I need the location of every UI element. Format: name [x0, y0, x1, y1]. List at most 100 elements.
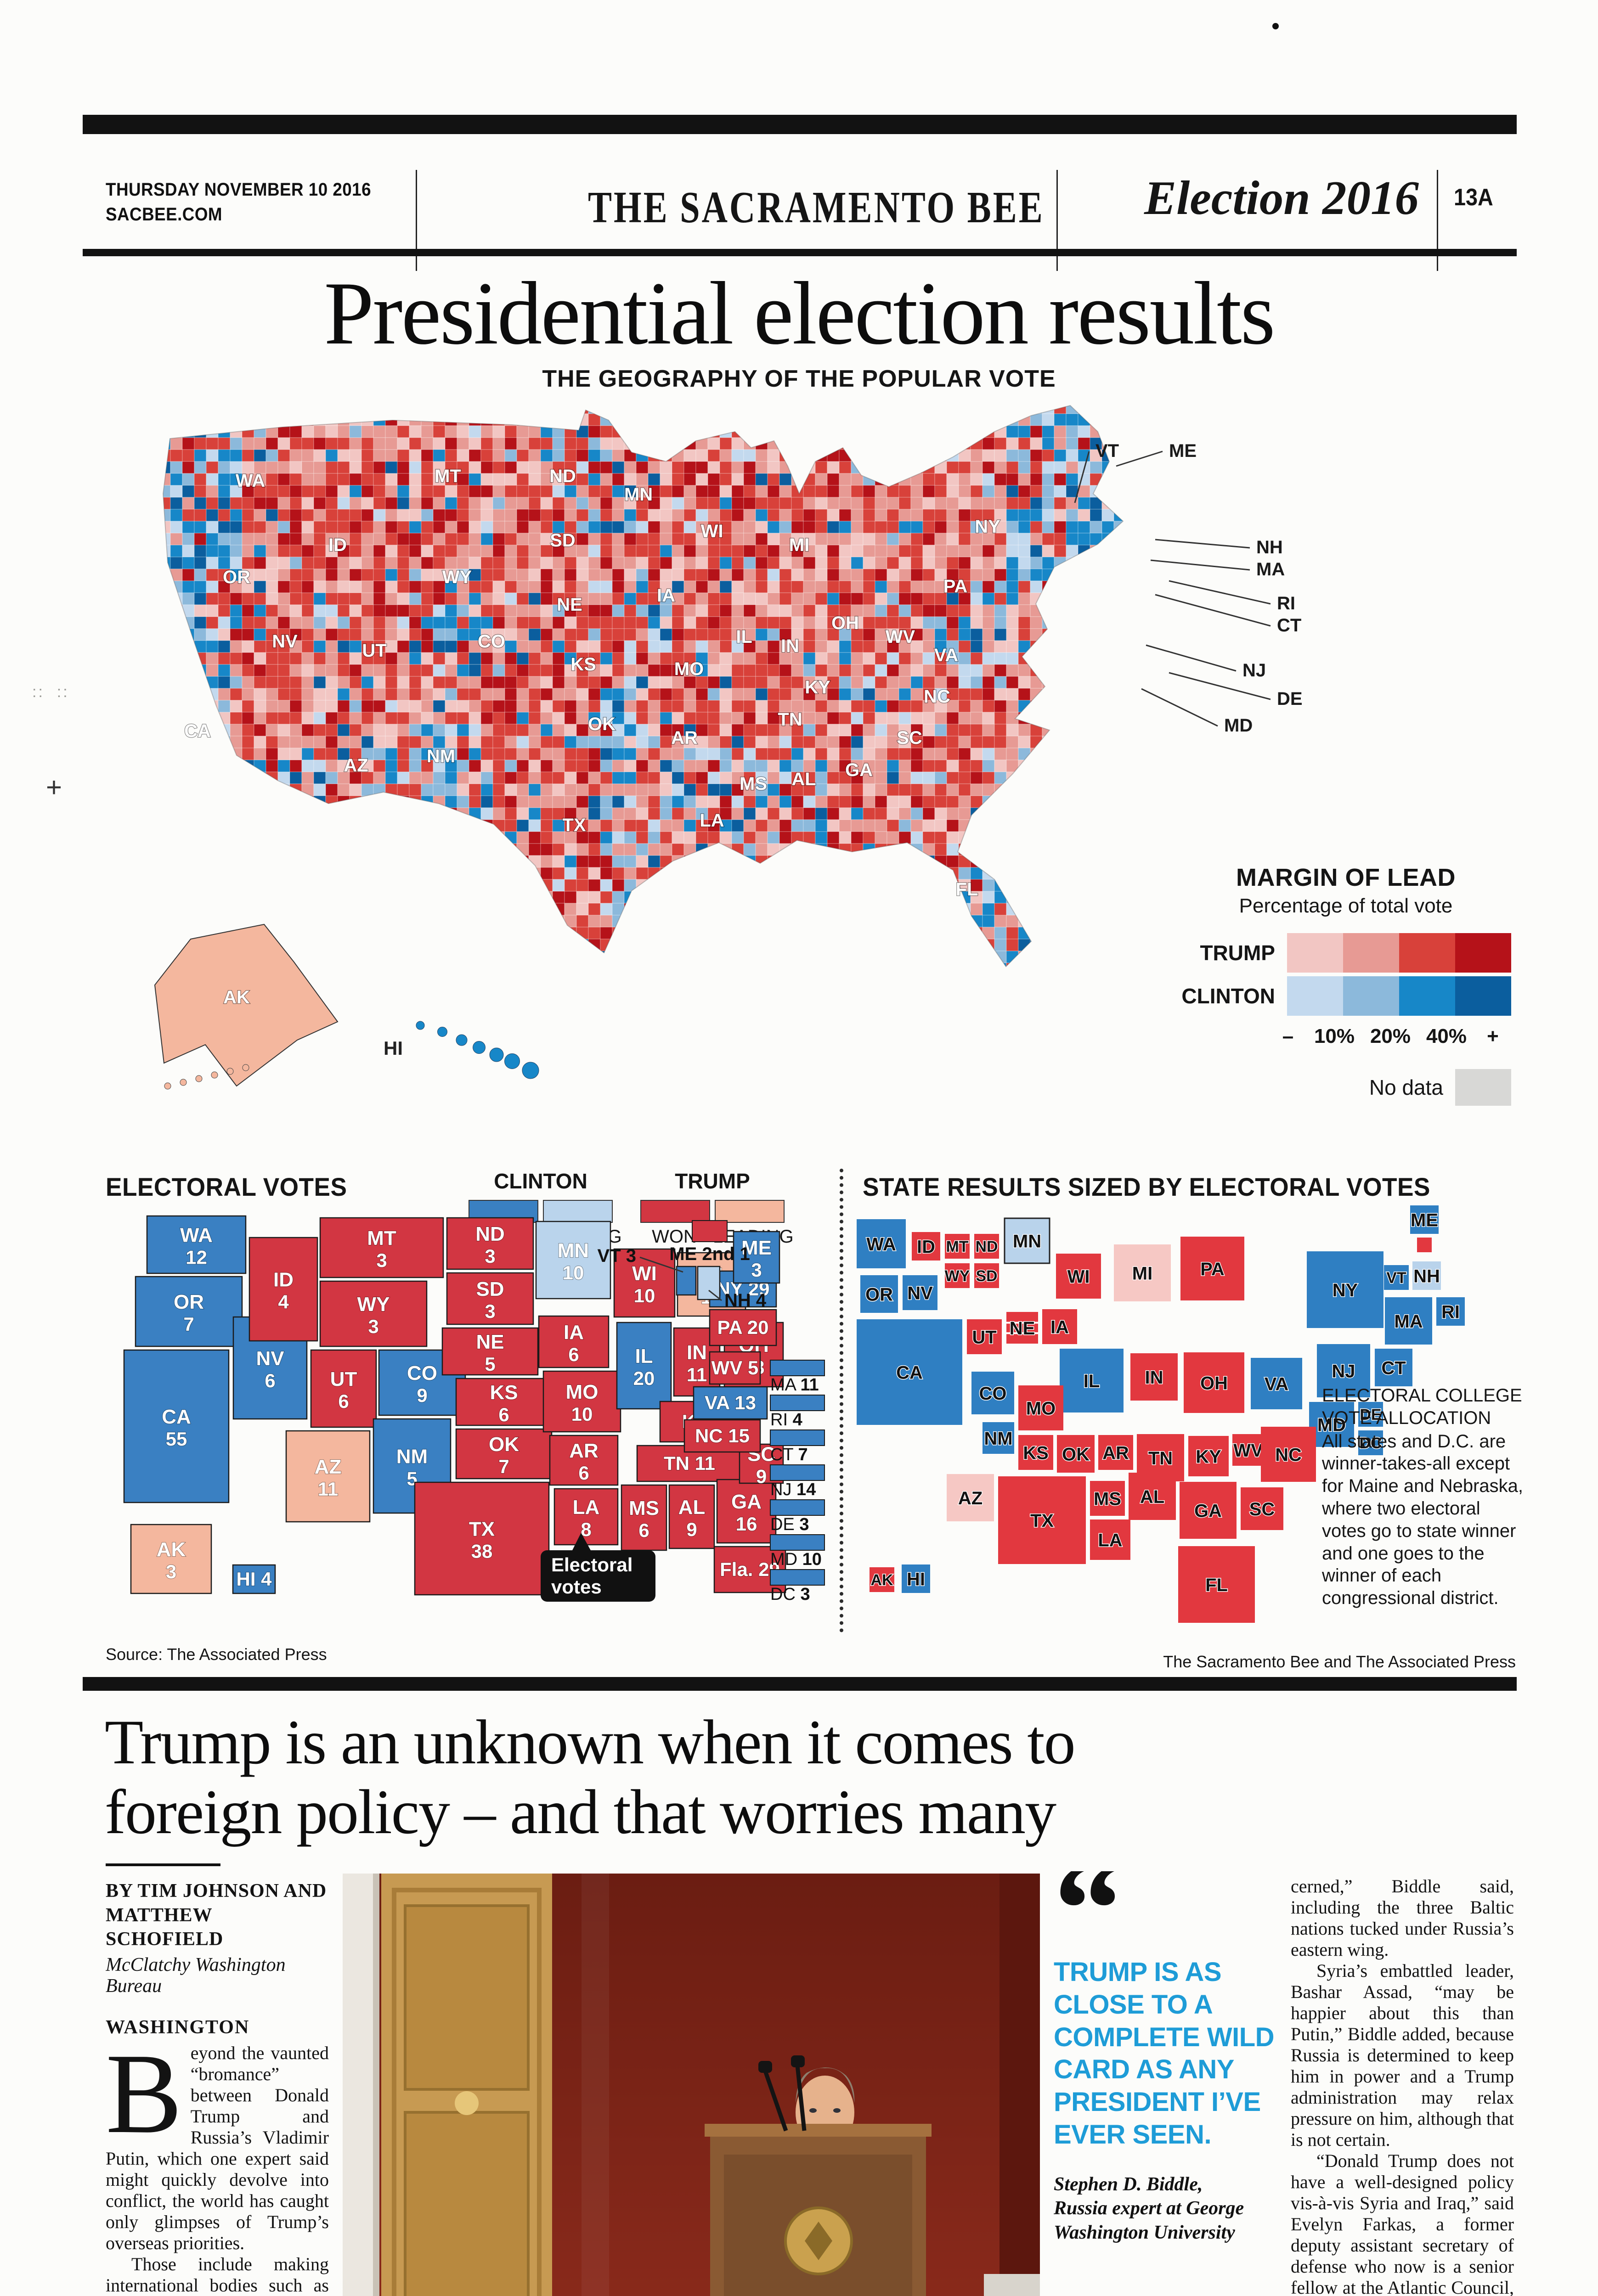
- state-label-ga: GA: [845, 760, 873, 780]
- hawaii-island: [456, 1034, 468, 1046]
- state-label-vt: VT: [1095, 441, 1119, 461]
- hawaii-island: [489, 1047, 504, 1062]
- trump-won-swatch: [640, 1200, 710, 1223]
- ev-value-co: 9: [417, 1384, 427, 1406]
- col6-paragraph-3: “Donald Trump does not have a well-desig…: [1291, 2150, 1514, 2296]
- clinton-swatch-1: [1343, 976, 1399, 1016]
- ev-label-ks: KS: [490, 1381, 518, 1404]
- article-column-1: BY TIM JOHNSON AND MATTHEW SCHOFIELD McC…: [106, 1863, 329, 2296]
- note-line1: ELECTORAL COLLEGE: [1322, 1385, 1522, 1406]
- tile-sd: [974, 1263, 999, 1288]
- registration-mark: :: ::: [32, 683, 69, 701]
- wall-sheen: [582, 1874, 609, 2296]
- hawaii-island: [522, 1062, 539, 1079]
- tile-nv: [903, 1275, 937, 1310]
- clinton-legend-label: CLINTON: [494, 1169, 587, 1193]
- tile-al: [1129, 1473, 1176, 1520]
- state-label-ma: MA: [1256, 559, 1285, 580]
- state-label-va: VA: [934, 645, 959, 665]
- legend-tick: 40%: [1426, 1025, 1467, 1047]
- callout-line2: votes: [551, 1576, 602, 1598]
- tile-ak: [870, 1567, 894, 1592]
- tile-id: [912, 1232, 940, 1261]
- tile-label-fl: FL: [1205, 1575, 1228, 1595]
- tile-ar: [1098, 1435, 1133, 1470]
- pull-quote-text: TRUMP IS AS CLOSE TO A COMPLETE WILD CAR…: [1054, 1957, 1275, 2150]
- trump-swatch-2: [1399, 933, 1455, 973]
- side-label-ct: CT 7: [770, 1445, 808, 1464]
- tile-label-wi: WI: [1067, 1266, 1090, 1287]
- ev-value-ok: 7: [498, 1456, 509, 1477]
- hawaii-island: [416, 1021, 425, 1030]
- dateline: WASHINGTON: [106, 2016, 250, 2038]
- ev-label-wa: WA: [180, 1224, 213, 1247]
- masthead-date-line1: THURSDAY NOVEMBER 10 2016: [106, 180, 372, 200]
- tile-label-mt: MT: [946, 1238, 968, 1255]
- tile-label-vt: VT: [1386, 1269, 1406, 1287]
- tile-label-il: IL: [1084, 1371, 1100, 1391]
- byline-line2: MATTHEW SCHOFIELD: [106, 1904, 224, 1950]
- tile-label-ca: CA: [896, 1362, 923, 1383]
- callout-line1: Electoral: [551, 1554, 632, 1576]
- article-column-5: “ TRUMP IS AS CLOSE TO A COMPLETE WILD C…: [1054, 1871, 1277, 2296]
- ev-label-wy: WY: [357, 1293, 390, 1316]
- no-data-row: No data: [1180, 1069, 1511, 1106]
- no-data-swatch: [1455, 1069, 1511, 1106]
- side-label-ri: RI 4: [770, 1410, 802, 1429]
- col1-paragraph-2: Those include making international bodie…: [106, 2253, 329, 2296]
- tile-de: [1358, 1402, 1383, 1427]
- legend-tick: +: [1487, 1025, 1499, 1047]
- ev-state-or: [135, 1276, 243, 1347]
- state-label-nd: ND: [549, 466, 576, 486]
- note-body: All states and D.C. are winner-takes-all…: [1322, 1431, 1524, 1609]
- tile-ct: [1375, 1349, 1412, 1386]
- ev-value-il: 20: [633, 1367, 655, 1389]
- tile-ne: [1006, 1312, 1038, 1344]
- side-bar-de: [770, 1499, 825, 1516]
- electoral-college-note: ELECTORAL COLLEGE VOTE ALLOCATION All st…: [1322, 1384, 1524, 1609]
- state-label-wi: WI: [701, 521, 723, 541]
- trump-scale-row: TRUMP: [1180, 933, 1511, 973]
- ev-label-me: ME: [741, 1237, 772, 1259]
- leader-line-de: [1169, 672, 1271, 700]
- side-label-dc: DC 3: [770, 1585, 810, 1604]
- state-label-nc: NC: [924, 687, 950, 707]
- hawaii-island: [437, 1027, 447, 1037]
- state-label-mt: MT: [435, 466, 461, 486]
- ev-value-ak: 3: [166, 1561, 176, 1582]
- ev-state-wv: [709, 1351, 761, 1385]
- section-divider: [840, 1169, 843, 1632]
- tile-label-wy: WY: [945, 1267, 970, 1285]
- tile-wi: [1056, 1254, 1101, 1299]
- tile-label-nd: ND: [975, 1238, 998, 1255]
- tile-ny: [1307, 1251, 1383, 1328]
- byline-line1: BY TIM JOHNSON AND: [106, 1880, 327, 1902]
- tile-label-ks: KS: [1023, 1443, 1049, 1463]
- tile-map-title: STATE RESULTS SIZED BY ELECTORAL VOTES: [863, 1172, 1430, 1201]
- ev-label-ut: UT: [330, 1368, 357, 1390]
- clinton-scale-row: CLINTON: [1180, 976, 1511, 1016]
- masthead-site: SACBEE.COM: [106, 204, 223, 225]
- masthead-date: THURSDAY NOVEMBER 10 2016 SACBEE.COM: [106, 177, 371, 227]
- tile-label-tn: TN: [1148, 1448, 1173, 1469]
- door-panel-top: [404, 1904, 530, 2091]
- state-label-ok: OK: [588, 714, 615, 734]
- quote-mark-icon: “: [1054, 1871, 1123, 1985]
- door-frame: [392, 1888, 542, 2296]
- mic-head-right: [791, 2055, 805, 2067]
- state-label-in: IN: [781, 636, 799, 656]
- ev-label-ne: NE: [476, 1331, 504, 1353]
- ev-value-mt: 3: [376, 1249, 387, 1271]
- state-label-ks: KS: [570, 654, 596, 675]
- ev-value-me: 3: [751, 1259, 762, 1281]
- legend-tick: 20%: [1370, 1025, 1411, 1047]
- ev-label-id: ID: [273, 1269, 294, 1291]
- ev-label-ia: IA: [564, 1321, 584, 1344]
- attribution-title: Russia expert at George Washington Unive…: [1054, 2198, 1244, 2243]
- state-label-tx: TX: [562, 815, 586, 835]
- leader-line-nh: [1155, 539, 1250, 549]
- hawaii-island: [504, 1053, 520, 1069]
- state-label-ms: MS: [740, 774, 767, 794]
- ev-value-or: 7: [183, 1313, 194, 1335]
- ev-label-ok: OK: [489, 1433, 519, 1456]
